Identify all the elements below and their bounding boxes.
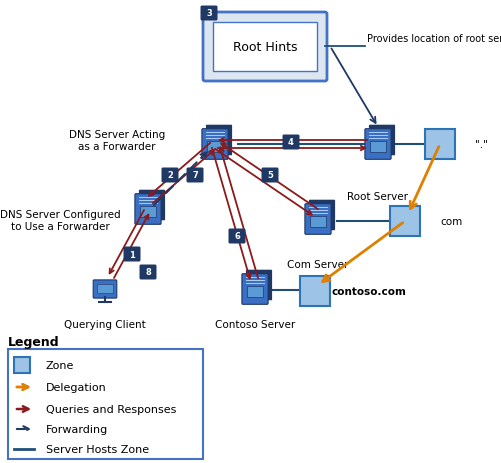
Text: contoso.com: contoso.com [332,287,407,296]
FancyBboxPatch shape [161,168,178,183]
Text: Root Hints: Root Hints [233,41,297,54]
FancyBboxPatch shape [206,125,232,156]
FancyBboxPatch shape [228,229,245,244]
Bar [207,141,223,153]
Text: 2: 2 [167,171,173,180]
FancyBboxPatch shape [203,13,327,82]
FancyBboxPatch shape [8,349,203,459]
Text: Forwarding: Forwarding [46,424,108,434]
Text: Zone: Zone [46,360,74,370]
FancyBboxPatch shape [202,130,228,160]
FancyBboxPatch shape [139,190,165,221]
FancyBboxPatch shape [139,265,156,280]
FancyBboxPatch shape [124,247,140,262]
Text: ".": "." [475,140,488,150]
Text: DNS Server Configured
to Use a Forwarder: DNS Server Configured to Use a Forwarder [0,210,120,231]
Text: Server Hosts Zone: Server Hosts Zone [46,444,149,454]
Text: com: com [440,217,462,226]
FancyBboxPatch shape [213,23,317,72]
FancyBboxPatch shape [93,280,117,299]
FancyBboxPatch shape [283,135,300,150]
Text: 3: 3 [206,9,212,19]
Text: Provides location of root server: Provides location of root server [367,34,501,44]
Text: 6: 6 [234,232,240,241]
Text: Delegation: Delegation [46,382,107,392]
FancyBboxPatch shape [186,168,203,183]
Text: Legend: Legend [8,335,60,348]
FancyBboxPatch shape [309,200,335,231]
Bar [370,141,386,153]
Bar [390,206,420,237]
FancyBboxPatch shape [242,274,268,305]
FancyBboxPatch shape [200,6,217,21]
Text: Com Server: Com Server [287,259,349,269]
FancyBboxPatch shape [369,125,395,156]
Text: Querying Client: Querying Client [64,319,146,329]
FancyBboxPatch shape [305,204,331,235]
FancyBboxPatch shape [135,194,161,225]
Bar [14,357,30,373]
Bar [300,276,330,307]
Bar [97,285,113,294]
Bar [310,216,326,227]
Text: 8: 8 [145,268,151,277]
Text: 7: 7 [192,171,198,180]
FancyBboxPatch shape [246,270,272,300]
Text: Root Server: Root Server [348,192,408,201]
Text: 5: 5 [267,171,273,180]
Bar [140,206,156,218]
FancyBboxPatch shape [262,168,279,183]
Text: 4: 4 [288,138,294,147]
Text: 1: 1 [129,250,135,259]
Text: Contoso Server: Contoso Server [215,319,295,329]
Bar [247,286,263,297]
Text: Queries and Responses: Queries and Responses [46,404,176,414]
Bar [425,130,455,160]
FancyBboxPatch shape [365,130,391,160]
Text: DNS Server Acting
as a Forwarder: DNS Server Acting as a Forwarder [69,130,165,151]
